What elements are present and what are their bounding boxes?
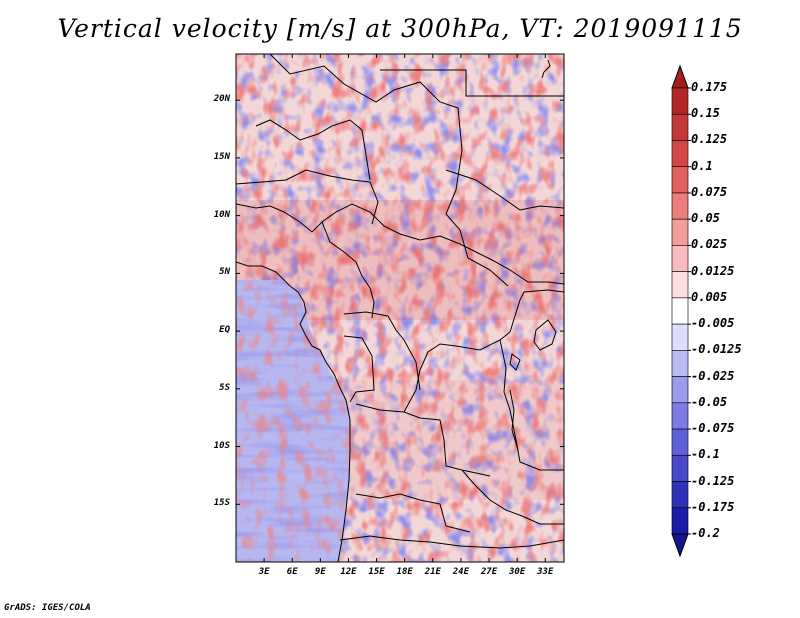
colorbar-label: 0.05 xyxy=(691,211,720,226)
lon-label: 18E xyxy=(396,567,413,577)
colorbar-swatch xyxy=(671,323,689,351)
lon-label: 27E xyxy=(480,567,498,577)
colorbar-swatch xyxy=(671,507,689,535)
colorbar-top-arrow xyxy=(671,64,689,89)
colorbar-swatch xyxy=(671,376,689,404)
velocity-field xyxy=(236,54,564,562)
colorbar-label: 0.125 xyxy=(691,132,728,147)
colorbar xyxy=(671,64,691,558)
lon-label: 15E xyxy=(368,567,385,577)
lon-label: 33E xyxy=(537,567,554,577)
plot-frame xyxy=(235,53,565,563)
colorbar-swatch xyxy=(671,428,689,456)
colorbar-swatch xyxy=(671,297,689,325)
colorbar-swatch xyxy=(671,166,689,194)
colorbar-label: -0.125 xyxy=(691,473,735,488)
lat-label: 15S xyxy=(213,498,230,509)
lon-label: 6E xyxy=(286,567,298,577)
map-title: Vertical velocity [m/s] at 300hPa, VT: 2… xyxy=(57,14,743,43)
colorbar-swatch xyxy=(671,245,689,272)
colorbar-label: 0.175 xyxy=(691,80,728,94)
colorbar-swatch xyxy=(671,140,689,168)
coastlines-and-borders xyxy=(236,54,564,562)
longitude-ticks xyxy=(263,54,546,562)
colorbar-swatch xyxy=(671,454,689,482)
colorbar-label: 0.075 xyxy=(691,184,728,199)
lon-label: 9E xyxy=(314,567,326,577)
colorbar-label: -0.2 xyxy=(691,526,720,540)
colorbar-swatch xyxy=(671,218,689,246)
lon-label: 24E xyxy=(452,567,470,577)
colorbar-label: 0.15 xyxy=(691,106,720,121)
colorbar-label: 0.0125 xyxy=(691,263,735,278)
colorbar-swatch xyxy=(671,113,689,141)
lat-label: 5S xyxy=(219,382,230,393)
colorbar-label: -0.0125 xyxy=(691,342,742,357)
lon-label: 21E xyxy=(424,567,441,577)
lon-label: 3E xyxy=(258,567,270,577)
lon-label: 30E xyxy=(509,567,526,577)
colorbar-label: -0.025 xyxy=(691,368,735,383)
lat-label: 20N xyxy=(213,94,230,105)
lat-label: 5N xyxy=(219,267,230,278)
colorbar-swatch xyxy=(671,192,689,220)
colorbar-label: 0.025 xyxy=(691,237,728,252)
colorbar-swatch xyxy=(671,481,689,509)
lat-label: 10S xyxy=(213,440,230,451)
colorbar-swatch xyxy=(671,271,689,299)
lat-label: EQ xyxy=(219,325,230,336)
lon-label: 12E xyxy=(340,567,357,577)
colorbar-swatch xyxy=(671,350,689,377)
latitude-ticks xyxy=(236,99,564,505)
colorbar-bottom-arrow xyxy=(671,533,689,558)
colorbar-label: 0.1 xyxy=(691,158,713,173)
colorbar-label: 0.005 xyxy=(691,289,728,304)
colorbar-label: -0.175 xyxy=(691,499,735,514)
colorbar-label: -0.005 xyxy=(691,316,735,331)
credit-text: GrADS: IGES/COLA xyxy=(4,603,91,613)
lat-label: 10N xyxy=(213,209,230,220)
colorbar-label: -0.05 xyxy=(691,394,728,409)
colorbar-label: -0.075 xyxy=(691,421,735,436)
lat-label: 15N xyxy=(213,151,230,162)
colorbar-swatch xyxy=(671,87,689,115)
colorbar-label: -0.1 xyxy=(691,447,720,462)
colorbar-swatch xyxy=(671,402,689,430)
